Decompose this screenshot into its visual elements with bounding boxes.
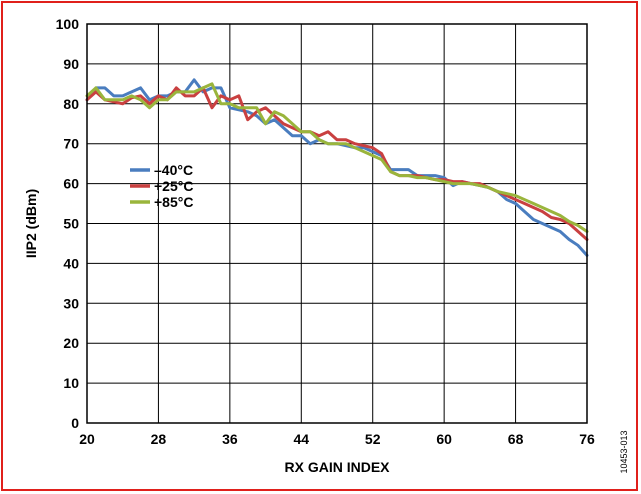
x-tick-label: 68 (508, 431, 524, 447)
legend: –40°C+25°C+85°C (130, 162, 193, 210)
series-line-3 (85, 82, 589, 233)
y-axis-title: IIP2 (dBm) (23, 189, 39, 258)
legend-label: –40°C (154, 162, 193, 178)
y-tick-label: 40 (63, 255, 79, 271)
legend-label: +25°C (154, 178, 193, 194)
series-lines (85, 78, 589, 257)
x-tick-label: 28 (151, 431, 167, 447)
y-tick-label: 90 (63, 56, 79, 72)
x-axis-title: RX GAIN INDEX (284, 459, 390, 475)
y-tick-label: 20 (63, 335, 79, 351)
y-tick-label: 100 (56, 16, 80, 32)
legend-label: +85°C (154, 194, 193, 210)
y-tick-label: 70 (63, 136, 79, 152)
y-tick-label: 30 (63, 295, 79, 311)
x-tick-label: 60 (436, 431, 452, 447)
y-tick-label: 0 (71, 415, 79, 431)
x-tick-label: 76 (579, 431, 595, 447)
x-tick-label: 36 (222, 431, 238, 447)
plot-area-border (86, 23, 588, 424)
y-tick-label: 50 (63, 216, 79, 232)
y-tick-label: 10 (63, 375, 79, 391)
x-tick-label: 20 (79, 431, 95, 447)
x-tick-label: 52 (365, 431, 381, 447)
grid (86, 23, 588, 424)
y-tick-label: 60 (63, 176, 79, 192)
figure-id: 10453-013 (619, 430, 629, 473)
x-tick-label: 44 (293, 431, 309, 447)
tick-labels: 0 10 20 30 40 50 60 70 80 90 100 20 28 36 44 52 60 68 76 (56, 16, 595, 447)
y-tick-label: 80 (63, 96, 79, 112)
